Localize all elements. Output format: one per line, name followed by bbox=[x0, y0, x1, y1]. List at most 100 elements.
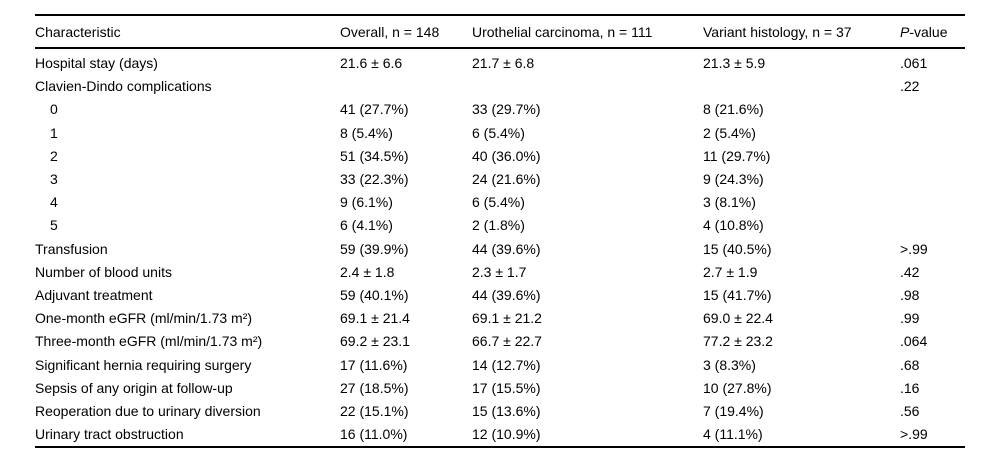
characteristic-cell: Clavien-Dindo complications bbox=[35, 78, 212, 95]
urothelial-cell: 66.7 ± 22.7 bbox=[472, 333, 542, 350]
table-row: Transfusion 59 (39.9%) 44 (39.6%) 15 (40.5%… bbox=[35, 238, 965, 261]
variant-cell: 77.2 ± 23.2 bbox=[703, 333, 773, 350]
table-row: 3 33 (22.3%) 24 (21.6%) 9 (24.3%) bbox=[35, 168, 965, 191]
table-row: Reoperation due to urinary diversion 22 (… bbox=[35, 400, 965, 423]
characteristic-cell: Number of blood units bbox=[35, 263, 172, 280]
characteristic-cell: 4 bbox=[50, 194, 58, 211]
table-row: Number of blood units 2.4 ± 1.8 2.3 ± 1.7 2… bbox=[35, 261, 965, 284]
table-body: Hospital stay (days) 21.6 ± 6.6 21.7 ± 6.8… bbox=[35, 48, 965, 447]
overall-cell: 2.4 ± 1.8 bbox=[340, 263, 395, 280]
table-row: 2 51 (34.5%) 40 (36.0%) 11 (29.7%) bbox=[35, 145, 965, 168]
overall-cell: 9 (6.1%) bbox=[340, 194, 393, 211]
table-row: Urinary tract obstruction 16 (11.0%) 12 (1… bbox=[35, 423, 965, 447]
overall-cell: 69.1 ± 21.4 bbox=[340, 310, 410, 327]
overall-cell: 27 (18.5%) bbox=[340, 379, 409, 396]
table-row: Adjuvant treatment 59 (40.1%) 44 (39.6%) 15… bbox=[35, 284, 965, 307]
table-row: Three-month eGFR (ml/min/1.73 m²) 69.2 ± … bbox=[35, 330, 965, 353]
variant-cell: 2.7 ± 1.9 bbox=[703, 263, 758, 280]
variant-cell: 11 (29.7%) bbox=[703, 147, 771, 164]
header-urothelial: Urothelial carcinoma, n = 111 bbox=[472, 15, 703, 49]
characteristic-cell: 3 bbox=[50, 171, 58, 188]
characteristic-cell: Sepsis of any origin at follow-up bbox=[35, 379, 233, 396]
urothelial-cell: 2 (1.8%) bbox=[472, 217, 525, 234]
variant-cell: 4 (11.1%) bbox=[703, 426, 763, 443]
characteristic-cell: 5 bbox=[50, 217, 58, 234]
characteristic-cell: Transfusion bbox=[35, 240, 108, 257]
characteristic-cell: 1 bbox=[50, 124, 58, 141]
urothelial-cell: 14 (12.7%) bbox=[472, 356, 541, 373]
characteristic-cell: One-month eGFR (ml/min/1.73 m²) bbox=[35, 310, 253, 327]
variant-cell: 4 (10.8%) bbox=[703, 217, 764, 234]
table-row: One-month eGFR (ml/min/1.73 m²) 69.1 ± 21… bbox=[35, 307, 965, 330]
variant-cell: 2 (5.4%) bbox=[703, 124, 756, 141]
overall-cell: 59 (40.1%) bbox=[340, 287, 409, 304]
overall-cell: 6 (4.1%) bbox=[340, 217, 393, 234]
p-value-cell: .99 bbox=[900, 310, 920, 327]
overall-cell: 16 (11.0%) bbox=[340, 426, 408, 443]
characteristic-cell: 0 bbox=[50, 101, 58, 118]
p-value-cell: .061 bbox=[900, 55, 928, 71]
characteristic-cell: Adjuvant treatment bbox=[35, 287, 153, 304]
p-value-cell: >.99 bbox=[900, 426, 928, 443]
characteristic-cell: Hospital stay (days) bbox=[35, 55, 158, 71]
urothelial-cell: 44 (39.6%) bbox=[472, 240, 541, 257]
characteristic-cell: Reoperation due to urinary diversion bbox=[35, 403, 261, 420]
header-row: Characteristic Overall, n = 148 Urotheli… bbox=[35, 15, 965, 49]
variant-cell: 69.0 ± 22.4 bbox=[703, 310, 773, 327]
header-characteristic: Characteristic bbox=[35, 15, 340, 49]
overall-cell: 41 (27.7%) bbox=[340, 101, 409, 118]
p-value-cell: .16 bbox=[900, 379, 920, 396]
overall-cell: 33 (22.3%) bbox=[340, 171, 409, 188]
table-row: Sepsis of any origin at follow-up 27 (18.… bbox=[35, 377, 965, 400]
characteristic-cell: 2 bbox=[50, 147, 58, 164]
characteristic-cell: Three-month eGFR (ml/min/1.73 m²) bbox=[35, 333, 263, 350]
overall-cell: 22 (15.1%) bbox=[340, 403, 409, 420]
table-row: Hospital stay (days) 21.6 ± 6.6 21.7 ± 6.8… bbox=[35, 48, 965, 75]
urothelial-cell: 69.1 ± 21.2 bbox=[472, 310, 542, 327]
table-row: 4 9 (6.1%) 6 (5.4%) 3 (8.1%) bbox=[35, 191, 965, 214]
variant-cell bbox=[703, 75, 900, 98]
p-value-cell bbox=[900, 168, 965, 191]
p-value-rest: -value bbox=[909, 23, 948, 40]
table-row: Significant hernia requiring surgery 17 (… bbox=[35, 354, 965, 377]
table-row: 1 8 (5.4%) 6 (5.4%) 2 (5.4%) bbox=[35, 122, 965, 145]
urothelial-cell: 12 (10.9%) bbox=[472, 426, 541, 443]
p-value-cell: .98 bbox=[900, 287, 920, 304]
p-value-cell bbox=[900, 122, 965, 145]
p-value-cell bbox=[900, 98, 965, 121]
overall-cell: 21.6 ± 6.6 bbox=[340, 55, 403, 71]
header-p-value: P-value bbox=[900, 15, 965, 49]
table-row: 0 41 (27.7%) 33 (29.7%) 8 (21.6%) bbox=[35, 98, 965, 121]
characteristic-cell: Urinary tract obstruction bbox=[35, 426, 184, 443]
urothelial-cell: 44 (39.6%) bbox=[472, 287, 541, 304]
variant-cell: 10 (27.8%) bbox=[703, 379, 772, 396]
p-value-cell: .22 bbox=[900, 78, 920, 95]
urothelial-cell: 6 (5.4%) bbox=[472, 194, 525, 211]
urothelial-cell: 17 (15.5%) bbox=[472, 379, 541, 396]
overall-cell: 8 (5.4%) bbox=[340, 124, 393, 141]
variant-cell: 3 (8.1%) bbox=[703, 194, 756, 211]
characteristic-cell: Significant hernia requiring surgery bbox=[35, 356, 252, 373]
variant-cell: 21.3 ± 5.9 bbox=[703, 55, 766, 71]
urothelial-cell bbox=[472, 75, 703, 98]
urothelial-cell: 6 (5.4%) bbox=[472, 124, 525, 141]
p-value-cell: .42 bbox=[900, 263, 920, 280]
urothelial-cell: 24 (21.6%) bbox=[472, 171, 541, 188]
p-value-cell bbox=[900, 191, 965, 214]
urothelial-cell: 15 (13.6%) bbox=[472, 403, 541, 420]
p-value-cell bbox=[900, 214, 965, 237]
overall-cell bbox=[340, 75, 472, 98]
overall-cell: 51 (34.5%) bbox=[340, 147, 409, 164]
variant-cell: 15 (40.5%) bbox=[703, 240, 772, 257]
overall-cell: 17 (11.6%) bbox=[340, 356, 408, 373]
header-overall: Overall, n = 148 bbox=[340, 15, 472, 49]
variant-cell: 15 (41.7%) bbox=[703, 287, 772, 304]
table-row: 5 6 (4.1%) 2 (1.8%) 4 (10.8%) bbox=[35, 214, 965, 237]
table-header: Characteristic Overall, n = 148 Urotheli… bbox=[35, 15, 965, 49]
urothelial-cell: 21.7 ± 6.8 bbox=[472, 55, 535, 71]
variant-cell: 7 (19.4%) bbox=[703, 403, 764, 420]
outcomes-table: Characteristic Overall, n = 148 Urotheli… bbox=[35, 14, 965, 449]
p-value-italic-p: P bbox=[900, 23, 910, 40]
overall-cell: 69.2 ± 23.1 bbox=[340, 333, 410, 350]
